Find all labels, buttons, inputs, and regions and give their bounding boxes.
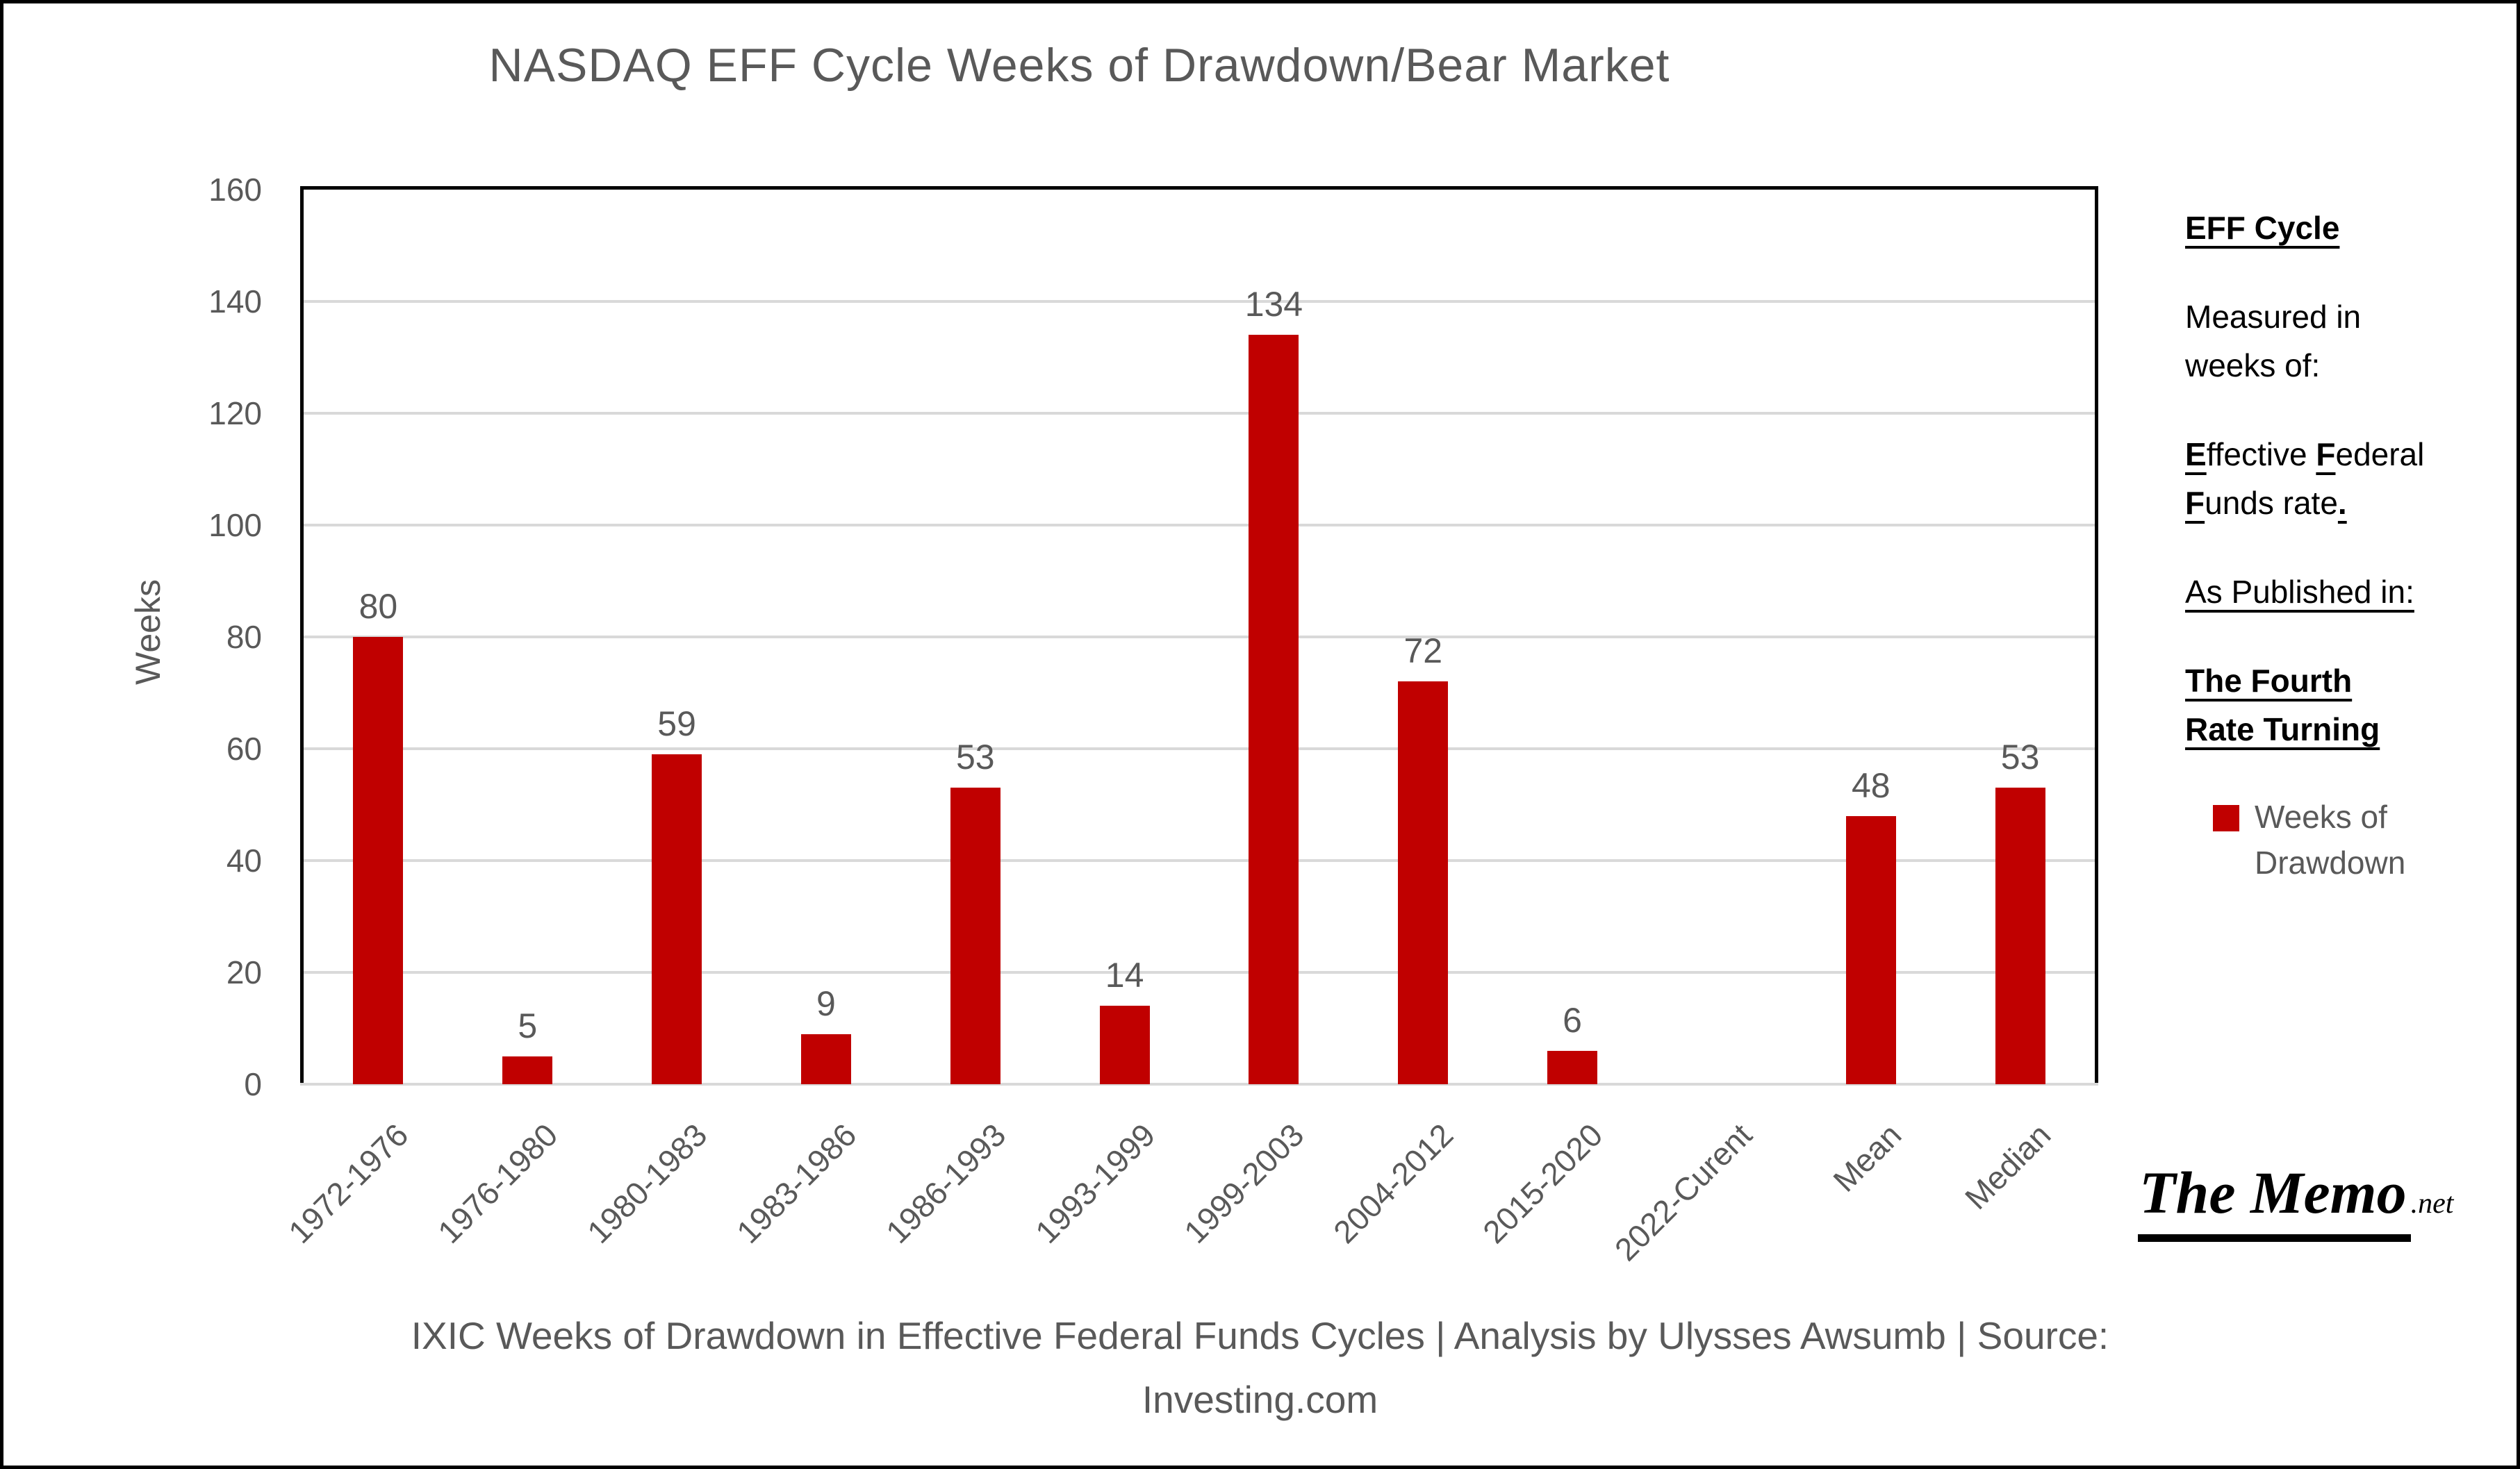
plot-frame-top <box>300 186 2098 190</box>
rich-text-run: E <box>2185 436 2207 472</box>
side-panel-eff-text: Effective Federal Funds rate. <box>2185 430 2425 527</box>
legend-label: Weeks of Drawdown <box>2255 799 2406 881</box>
bar-value-label: 48 <box>1851 765 1891 805</box>
rich-text-run: ederal <box>2335 436 2425 472</box>
y-tick-label: 60 <box>226 731 262 767</box>
bar-2015-2020 <box>1547 1050 1598 1084</box>
bar-value-label: 5 <box>518 1006 538 1045</box>
bar-1993-1999 <box>1099 1006 1150 1084</box>
bar-value-label: 80 <box>359 587 398 626</box>
plot-frame-right <box>2095 186 2098 1084</box>
y-tick-label: 160 <box>208 172 262 208</box>
caption: IXIC Weeks of Drawdown in Effective Fede… <box>3 1304 2517 1431</box>
side-panel: EFF Cycle Measured in weeks of: Effectiv… <box>2185 204 2425 886</box>
rich-text-run: EFF Cycle <box>2185 210 2340 246</box>
bar-value-label: 14 <box>1105 956 1144 995</box>
rich-text-run: F <box>2185 485 2205 521</box>
bar-value-label: 72 <box>1403 631 1443 671</box>
rich-text-run: F <box>2316 436 2336 472</box>
gridline <box>304 859 2095 862</box>
y-tick-label: 40 <box>226 843 262 879</box>
bar-value-label: 9 <box>816 984 836 1023</box>
logo-main-text: The Memo <box>2138 1158 2411 1242</box>
y-tick-label: 100 <box>208 507 262 543</box>
bar-value-label: 59 <box>657 704 696 744</box>
caption-line-1: IXIC Weeks of Drawdown in Effective Fede… <box>411 1314 2109 1357</box>
bar-1999-2003 <box>1249 335 1299 1084</box>
bar-value-label: 134 <box>1244 285 1303 324</box>
plot-area: 80 5 59 9 53 14 134 72 6 48 53 <box>300 186 2098 1086</box>
rich-text-run: As Published in: <box>2185 574 2414 610</box>
the-memo-logo: The Memo .net <box>2138 1158 2453 1242</box>
rich-text-run: Measured in weeks of: <box>2185 299 2362 383</box>
y-tick-label: 80 <box>226 619 262 655</box>
side-panel-published-text: As Published in: <box>2185 567 2425 616</box>
y-tick-label: 0 <box>244 1066 262 1102</box>
bar-value-label: 53 <box>2000 738 2040 777</box>
bar-1980-1983 <box>652 754 702 1084</box>
bar-1976-1980 <box>502 1056 553 1084</box>
bar-1972-1976 <box>353 637 404 1084</box>
gridline <box>304 524 2095 526</box>
side-panel-measured-text: Measured in weeks of: <box>2185 292 2425 390</box>
legend: Weeks of Drawdown <box>2213 794 2425 886</box>
y-tick-label: 20 <box>226 954 262 990</box>
bar-1986-1993 <box>950 788 1000 1084</box>
y-axis-ticks: 0 20 40 60 80 100 120 140 160 <box>3 172 288 1102</box>
gridline <box>304 636 2095 638</box>
rich-text-run: ffective <box>2206 436 2316 472</box>
bar-1983-1986 <box>800 1034 851 1084</box>
bar-value-label: 6 <box>1563 1000 1582 1040</box>
bar-Median <box>1995 788 2045 1084</box>
y-tick-label: 120 <box>208 395 262 431</box>
rich-text-run: The Fourth Rate Turning <box>2185 663 2380 747</box>
rich-text-run: unds rate <box>2205 485 2338 521</box>
legend-swatch <box>2213 805 2239 831</box>
bar-2004-2012 <box>1398 681 1449 1084</box>
gridline <box>304 412 2095 415</box>
bar-Mean <box>1845 815 1896 1084</box>
gridline <box>304 300 2095 303</box>
side-panel-heading: EFF Cycle <box>2185 204 2425 252</box>
gridline <box>304 971 2095 974</box>
gridline <box>304 747 2095 750</box>
rich-text-run: . <box>2337 485 2347 521</box>
x-axis-line <box>300 1083 2098 1086</box>
side-panel-book-title: The Fourth Rate Turning <box>2185 656 2425 754</box>
x-axis-labels: 1972-1976 1976-1980 1980-1983 1983-1986 1986… <box>281 1093 2095 1329</box>
chart-title: NASDAQ EFF Cycle Weeks of Drawdown/Bear … <box>488 39 1670 92</box>
caption-line-2: Investing.com <box>1142 1378 1378 1421</box>
plot-frame-left <box>300 186 304 1084</box>
logo-suffix-text: .net <box>2410 1188 2454 1220</box>
bar-value-label: 53 <box>955 738 995 777</box>
y-tick-label: 140 <box>208 283 262 319</box>
